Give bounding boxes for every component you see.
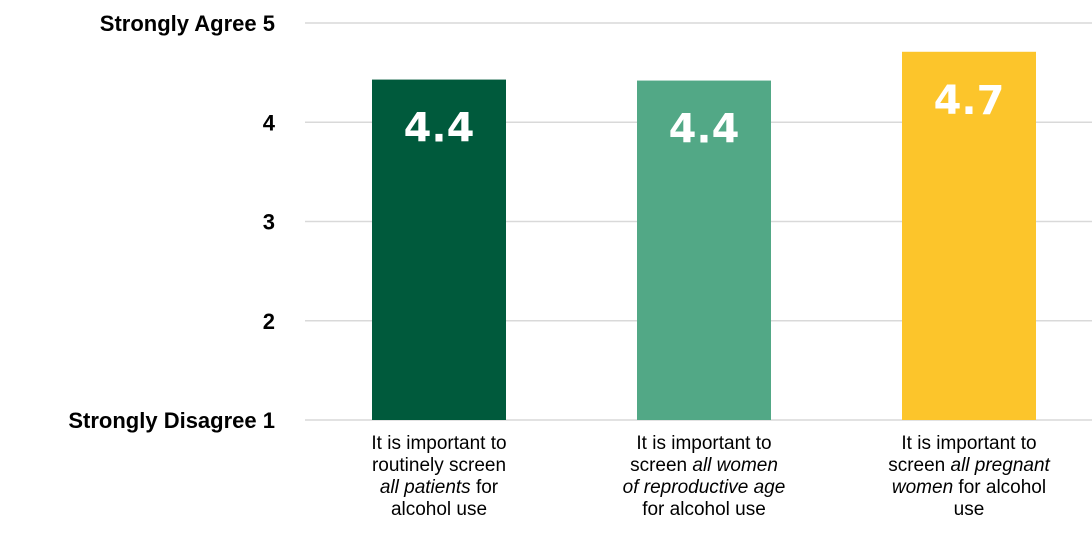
y-tick-label: 4 (263, 110, 276, 135)
category-label-line: use (859, 499, 1079, 521)
category-label-text: screen (630, 455, 693, 476)
category-label-text: for alcohol use (642, 499, 766, 520)
category-label-text: alcohol use (390, 499, 488, 520)
y-tick-label: Strongly Disagree 1 (68, 408, 275, 433)
category-label-line: screen all women (594, 455, 814, 477)
category-label-text: all patients (379, 477, 471, 498)
category-label-line: It is important to (329, 433, 549, 455)
category-label: It is important to screen all women of rep… (594, 433, 814, 521)
category-label-line: women for alcohol (859, 477, 1079, 499)
category-label-text: It is important to (371, 433, 507, 454)
category-label-text: screen (888, 455, 951, 476)
y-tick-label: Strongly Agree 5 (100, 11, 275, 36)
y-tick-label: 2 (263, 309, 275, 334)
category-label-line: routinely screen (329, 455, 549, 477)
category-label-line: all patients for (329, 477, 549, 499)
bar (902, 51, 1036, 420)
bar (637, 80, 771, 420)
category-label-text: all women (692, 455, 778, 476)
category-label-line: alcohol use (329, 499, 549, 521)
category-label-line: It is important to (594, 433, 814, 455)
bar-value-label: 4.4 (669, 107, 740, 153)
category-label-line: of reproductive age (594, 477, 814, 499)
category-label-text: all pregnant (950, 455, 1050, 476)
category-label-line: for alcohol use (594, 499, 814, 521)
category-label-text: for alcohol (953, 477, 1047, 498)
category-label-text: It is important to (636, 433, 772, 454)
category-label-text: women (891, 477, 954, 498)
category-label-text: of reproductive age (622, 477, 786, 498)
category-label-text: use (953, 499, 985, 520)
category-label: It is important to routinely screen all pa… (329, 433, 549, 521)
y-tick-label: 3 (263, 210, 275, 235)
category-label: It is important to screen all pregnant wom… (859, 433, 1079, 521)
bar-value-label: 4.7 (934, 78, 1005, 124)
category-label-text: routinely screen (371, 455, 507, 476)
category-label-text: It is important to (901, 433, 1037, 454)
bar (372, 79, 506, 420)
bar-value-label: 4.4 (404, 106, 475, 152)
category-label-line: It is important to (859, 433, 1079, 455)
category-label-line: screen all pregnant (859, 455, 1079, 477)
category-label-text: for (470, 477, 499, 498)
